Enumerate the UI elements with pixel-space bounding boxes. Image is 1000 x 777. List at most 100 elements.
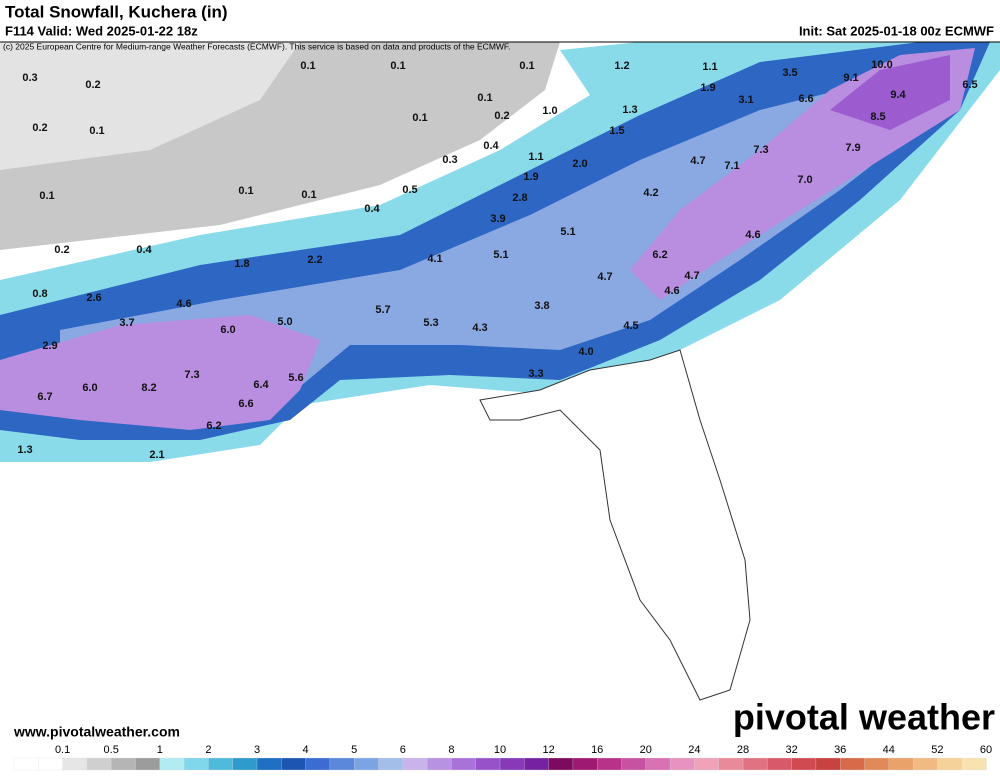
colorbar-label: 0.1 — [55, 744, 70, 756]
color-swatch — [767, 757, 793, 771]
color-swatch — [402, 757, 428, 771]
snow-value: 2.2 — [307, 254, 322, 266]
snow-value: 4.1 — [427, 253, 442, 265]
snow-value: 6.7 — [37, 391, 52, 403]
snow-value: 0.2 — [32, 122, 47, 134]
snow-value: 1.1 — [702, 61, 717, 73]
color-swatch — [111, 757, 137, 771]
colorbar-label: 16 — [591, 744, 603, 756]
colorbar-label: 12 — [542, 744, 554, 756]
snow-value: 7.3 — [184, 369, 199, 381]
snow-value: 4.6 — [664, 285, 679, 297]
snow-light — [0, 42, 300, 170]
color-swatch — [183, 757, 210, 771]
snow-value: 6.6 — [798, 93, 813, 105]
color-swatch — [62, 757, 88, 771]
snow-value: 5.0 — [277, 316, 292, 328]
color-swatch — [888, 757, 914, 771]
snow-value: 2.8 — [512, 192, 527, 204]
snow-value: 3.8 — [534, 300, 549, 312]
color-swatch — [451, 757, 477, 771]
color-swatch — [281, 757, 307, 771]
color-swatch — [718, 757, 744, 771]
colorbar-label: 20 — [640, 744, 652, 756]
color-swatch — [937, 757, 963, 771]
snow-value: 4.2 — [643, 187, 658, 199]
snow-value: 6.2 — [652, 249, 667, 261]
website: www.pivotalweather.com — [13, 724, 180, 740]
color-swatch — [378, 757, 404, 771]
snow-value: 3.5 — [782, 67, 797, 79]
snow-value: 4.3 — [472, 322, 487, 334]
snow-value: 6.6 — [238, 398, 253, 410]
snow-value: 0.4 — [483, 140, 499, 152]
colorbar-label: 10 — [494, 744, 506, 756]
snow-value: 0.1 — [390, 60, 405, 72]
color-swatch — [815, 757, 841, 771]
snow-value: 1.0 — [542, 105, 557, 117]
snow-value: 4.0 — [578, 346, 593, 358]
colorbar-label: 0.5 — [104, 744, 119, 756]
snow-value: 3.9 — [490, 213, 505, 225]
logo: pivotal weather — [733, 697, 995, 738]
snow-value: 1.5 — [609, 125, 624, 137]
colorbar-label: 8 — [448, 744, 454, 756]
snow-value: 1.1 — [528, 151, 543, 163]
snow-value: 7.0 — [797, 174, 812, 186]
color-swatch — [475, 757, 501, 771]
color-swatch — [329, 757, 355, 771]
snow-value: 1.9 — [523, 171, 538, 183]
snow-value: 0.1 — [301, 189, 316, 201]
snow-value: 2.6 — [86, 292, 101, 304]
colorbar-label: 32 — [785, 744, 797, 756]
snow-value: 6.5 — [962, 79, 977, 91]
color-swatch — [38, 757, 64, 771]
snow-value: 3.7 — [119, 317, 134, 329]
snow-value: 9.4 — [890, 89, 906, 101]
colorbar-label: 3 — [254, 744, 260, 756]
snow-value: 3.3 — [528, 368, 543, 380]
snow-value: 0.3 — [22, 72, 37, 84]
color-swatch — [840, 757, 866, 771]
colorbar-label: 1 — [157, 744, 163, 756]
color-swatch — [13, 757, 39, 771]
colorbar-label: 36 — [834, 744, 846, 756]
snow-value: 6.2 — [206, 420, 221, 432]
credit: (c) 2025 European Centre for Medium-rang… — [3, 41, 511, 51]
snow-value: 0.2 — [494, 110, 509, 122]
snow-value: 0.4 — [364, 203, 380, 215]
color-swatch — [864, 757, 890, 771]
map — [0, 42, 1000, 701]
snow-value: 6.0 — [82, 382, 97, 394]
snow-value: 7.9 — [845, 142, 860, 154]
snow-value: 0.4 — [136, 244, 152, 256]
snow-value: 1.8 — [234, 258, 249, 270]
snow-value: 2.1 — [149, 449, 164, 461]
color-swatch — [912, 757, 939, 771]
color-swatch — [305, 757, 331, 771]
snow-value: 2.9 — [42, 340, 57, 352]
snow-value: 0.1 — [477, 92, 492, 104]
snow-value: 0.1 — [89, 125, 104, 137]
color-swatch — [961, 757, 987, 771]
snow-value: 0.1 — [519, 60, 534, 72]
valid-time: F114 Valid: Wed 2025-01-22 18z — [5, 23, 198, 38]
color-swatch — [499, 757, 525, 771]
color-swatch — [232, 757, 258, 771]
snow-value: 7.3 — [753, 144, 768, 156]
color-swatch — [694, 757, 720, 771]
snow-value: 5.1 — [493, 249, 508, 261]
map-labels: 0.30.20.1 0.1 0.1 1.2 1.1 3.5 9.110.06.59.40.2… — [17, 59, 977, 461]
color-swatch — [135, 757, 161, 771]
snow-value: 5.7 — [375, 304, 390, 316]
color-swatch — [742, 757, 768, 771]
snow-value: 0.2 — [85, 79, 100, 91]
snow-value: 0.1 — [300, 60, 315, 72]
snow-value: 0.8 — [32, 288, 47, 300]
snow-value: 0.5 — [402, 184, 417, 196]
snow-value: 0.1 — [412, 112, 427, 124]
colorbar: 0.1 0.5 1 2 3 4 5 6 8 10 12 16 20 24 28 32 36 44 52 60 — [0, 742, 1000, 772]
color-swatch — [669, 757, 696, 771]
